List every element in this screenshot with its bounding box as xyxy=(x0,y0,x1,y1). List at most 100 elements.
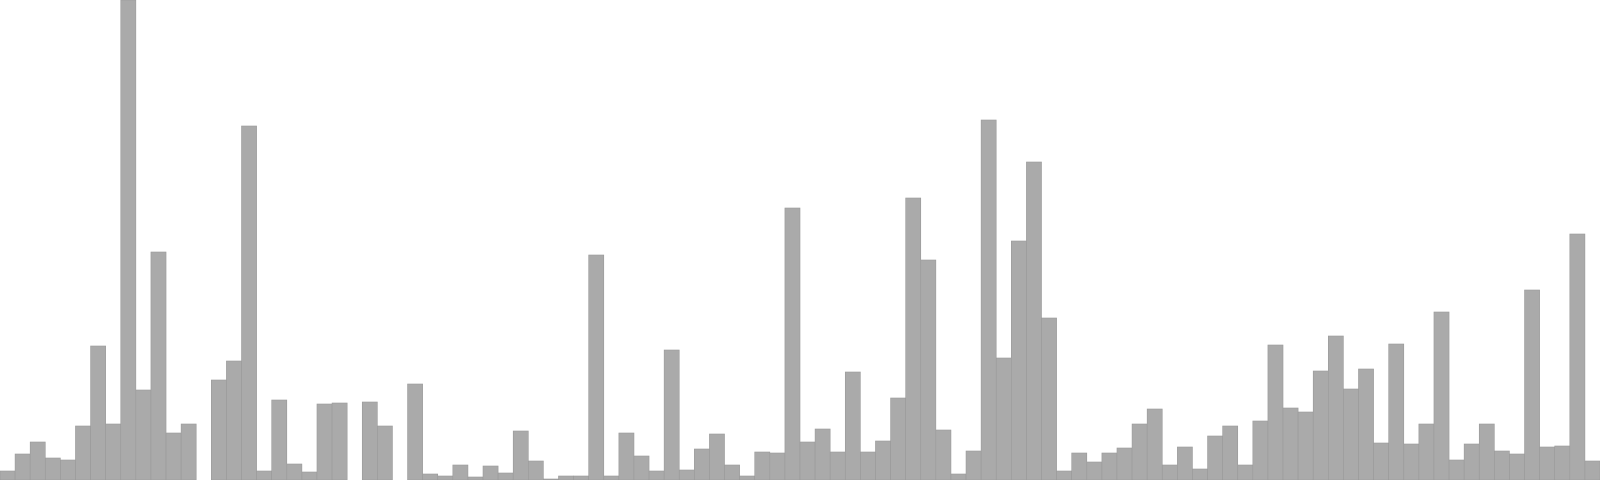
bar xyxy=(1056,470,1072,480)
bar xyxy=(995,357,1012,480)
bar xyxy=(256,470,272,480)
bar xyxy=(1509,453,1525,480)
bar xyxy=(1312,370,1329,480)
bar xyxy=(241,125,257,480)
bar xyxy=(1297,411,1314,480)
bar xyxy=(226,360,242,480)
bar xyxy=(1494,450,1510,480)
bar xyxy=(1252,420,1269,480)
bar xyxy=(1101,452,1118,480)
bar xyxy=(1358,368,1374,480)
bar xyxy=(301,471,318,480)
bar xyxy=(1478,423,1495,480)
bar xyxy=(1192,468,1208,480)
bar xyxy=(75,425,91,480)
bar xyxy=(452,464,469,480)
bar xyxy=(1373,442,1389,480)
bar xyxy=(1584,460,1600,480)
bar xyxy=(1328,335,1344,480)
bar xyxy=(1071,452,1088,480)
bar xyxy=(1161,464,1178,480)
bar xyxy=(1177,446,1193,480)
bar xyxy=(90,345,106,480)
bar xyxy=(633,455,650,480)
bar xyxy=(739,475,756,480)
bar xyxy=(784,207,801,480)
bar xyxy=(965,450,982,480)
bar xyxy=(588,254,605,480)
bar xyxy=(180,423,197,480)
bar xyxy=(1131,423,1148,480)
bar xyxy=(648,470,665,480)
bar xyxy=(905,197,922,480)
bar xyxy=(935,429,952,480)
bar xyxy=(135,389,152,480)
bar xyxy=(512,430,529,480)
bar xyxy=(678,469,695,480)
bar xyxy=(29,441,46,480)
bar xyxy=(1569,233,1586,480)
bar xyxy=(618,432,635,480)
bar xyxy=(60,459,76,480)
bar xyxy=(316,403,333,480)
bar xyxy=(950,473,967,480)
bar xyxy=(437,475,454,480)
bar xyxy=(1041,317,1057,480)
bar xyxy=(361,401,378,480)
bar xyxy=(482,465,499,480)
bar xyxy=(211,379,227,480)
bar xyxy=(1433,311,1450,480)
bar xyxy=(799,441,816,480)
bar xyxy=(377,425,393,480)
bar xyxy=(980,119,997,480)
bar xyxy=(1524,289,1540,480)
bar xyxy=(754,451,771,480)
bar xyxy=(497,472,514,480)
bar xyxy=(1282,407,1299,480)
bar xyxy=(407,383,423,480)
bar xyxy=(271,399,288,480)
bar xyxy=(44,457,61,480)
bar xyxy=(1116,447,1133,480)
bar xyxy=(1463,443,1480,480)
bar xyxy=(558,475,574,480)
bar xyxy=(1086,461,1103,480)
bar xyxy=(573,475,589,480)
bar xyxy=(165,432,182,480)
bar xyxy=(120,0,137,480)
bar xyxy=(1237,464,1254,480)
bar xyxy=(286,463,303,480)
bar xyxy=(920,259,937,480)
bar xyxy=(1011,240,1027,480)
bar xyxy=(527,460,544,480)
bar xyxy=(694,448,710,480)
bar xyxy=(1418,423,1435,480)
bar xyxy=(0,470,16,480)
bar xyxy=(1388,343,1405,480)
bar xyxy=(769,452,786,480)
bar xyxy=(844,371,861,480)
bar xyxy=(1343,388,1359,480)
bar xyxy=(663,349,680,480)
bar xyxy=(724,464,740,480)
bar xyxy=(709,433,725,480)
bar xyxy=(1222,425,1239,480)
bar xyxy=(890,397,906,480)
bar xyxy=(14,453,31,480)
bar xyxy=(875,440,891,480)
bar xyxy=(105,423,122,480)
bar xyxy=(1403,443,1420,480)
bar xyxy=(331,402,348,480)
bar xyxy=(1267,344,1284,480)
bar xyxy=(1026,161,1042,480)
bar xyxy=(1207,435,1223,480)
bar xyxy=(422,473,439,480)
bar xyxy=(1448,459,1465,480)
bar xyxy=(1539,446,1556,480)
bar xyxy=(1146,408,1163,480)
bar xyxy=(150,251,167,480)
bar xyxy=(814,428,831,480)
